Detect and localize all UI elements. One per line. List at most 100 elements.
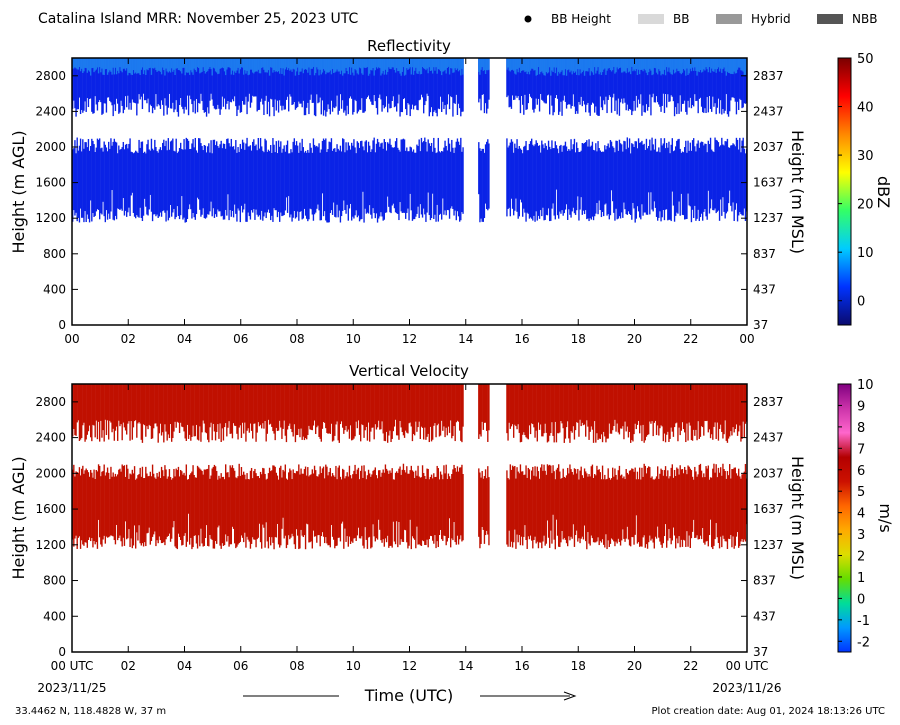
heatmap-column xyxy=(365,58,367,99)
heatmap-column xyxy=(581,384,583,423)
heatmap-column xyxy=(558,464,560,547)
heatmap-column xyxy=(108,141,110,214)
heatmap-column xyxy=(691,384,694,441)
heatmap-column xyxy=(712,468,714,550)
heatmap-column xyxy=(430,384,433,442)
heatmap-column xyxy=(724,58,726,111)
heatmap-column xyxy=(235,58,237,107)
heatmap-column xyxy=(85,384,87,440)
heatmap-top-band xyxy=(270,58,272,68)
heatmap-column xyxy=(343,384,345,434)
heatmap-top-band xyxy=(235,58,237,73)
heatmap-column xyxy=(537,471,540,549)
heatmap-top-band xyxy=(480,58,482,70)
heatmap-column xyxy=(327,475,329,546)
heatmap-column xyxy=(685,140,687,220)
heatmap-column xyxy=(583,142,586,215)
heatmap-top-band xyxy=(740,58,742,71)
heatmap-column xyxy=(621,384,623,429)
heatmap-column xyxy=(533,58,535,113)
heatmap-column xyxy=(254,468,256,540)
heatmap-column xyxy=(536,384,538,442)
heatmap-column xyxy=(79,58,82,115)
heatmap-column xyxy=(146,58,148,104)
heatmap-top-band xyxy=(247,58,249,76)
heatmap-column xyxy=(633,58,635,101)
heatmap-column xyxy=(715,384,717,439)
heatmap-column xyxy=(222,143,225,220)
heatmap-column xyxy=(348,465,351,537)
heatmap-column xyxy=(658,384,660,436)
heatmap-top-band xyxy=(522,58,524,71)
heatmap-column xyxy=(186,58,189,96)
heatmap-column xyxy=(166,384,168,441)
heatmap-column xyxy=(95,58,98,105)
heatmap-column xyxy=(311,58,313,103)
heatmap-top-band xyxy=(222,58,225,69)
heatmap-column xyxy=(82,139,84,218)
heatmap-column xyxy=(625,384,627,432)
heatmap-column xyxy=(129,473,131,547)
heatmap-column xyxy=(248,384,251,433)
heatmap-column xyxy=(220,140,222,217)
heatmap-column xyxy=(607,58,609,100)
heatmap-top-band xyxy=(169,58,172,73)
heatmap-column xyxy=(81,151,83,218)
heatmap-column xyxy=(645,58,648,105)
heatmap-column xyxy=(376,478,379,540)
heatmap-column xyxy=(379,470,381,530)
heatmap-column xyxy=(397,384,399,436)
heatmap-top-band xyxy=(483,58,486,71)
heatmap-column xyxy=(419,58,421,100)
heatmap-top-band xyxy=(657,58,659,75)
heatmap-top-band xyxy=(438,58,441,70)
heatmap-column xyxy=(633,384,635,435)
heatmap-column xyxy=(669,58,671,102)
heatmap-column xyxy=(295,141,298,218)
heatmap-column xyxy=(630,153,632,215)
heatmap-column xyxy=(408,58,410,105)
heatmap-column xyxy=(376,138,379,223)
heatmap-column xyxy=(462,58,464,112)
heatmap-column xyxy=(173,150,175,209)
heatmap-column xyxy=(122,58,125,114)
heatmap-top-band xyxy=(281,58,283,74)
heatmap-top-band xyxy=(601,58,604,73)
heatmap-column xyxy=(520,471,523,537)
heatmap-column xyxy=(736,139,739,222)
heatmap-column xyxy=(218,147,220,212)
heatmap-column xyxy=(523,58,525,115)
heatmap-column xyxy=(236,58,238,117)
reflectivity-heatmap xyxy=(72,58,748,223)
panel-title-vertical-velocity: Vertical Velocity xyxy=(349,362,469,380)
heatmap-column xyxy=(635,141,637,219)
heatmap-column xyxy=(201,58,203,102)
heatmap-column xyxy=(216,58,218,110)
heatmap-top-band xyxy=(86,58,89,73)
heatmap-column xyxy=(329,468,331,548)
heatmap-column xyxy=(513,466,515,543)
heatmap-top-band xyxy=(515,58,517,75)
heatmap-column xyxy=(569,384,571,443)
heatmap-column xyxy=(108,58,110,98)
heatmap-column xyxy=(301,473,303,536)
heatmap-column xyxy=(229,146,231,211)
heatmap-column xyxy=(266,151,269,213)
heatmap-top-band xyxy=(435,58,437,68)
heatmap-column xyxy=(147,58,149,99)
heatmap-column xyxy=(383,58,385,109)
heatmap-column xyxy=(249,470,252,549)
heatmap-column xyxy=(649,58,651,95)
heatmap-column xyxy=(74,476,76,539)
heatmap-column xyxy=(706,152,708,220)
heatmap-column xyxy=(275,58,278,111)
heatmap-column xyxy=(483,58,486,114)
heatmap-column xyxy=(226,138,228,216)
heatmap-top-band xyxy=(271,58,273,68)
heatmap-column xyxy=(616,58,618,115)
heatmap-column xyxy=(628,470,631,546)
heatmap-column xyxy=(236,384,238,434)
heatmap-column xyxy=(156,473,158,541)
heatmap-top-band xyxy=(187,58,190,73)
heatmap-top-band xyxy=(265,58,267,73)
